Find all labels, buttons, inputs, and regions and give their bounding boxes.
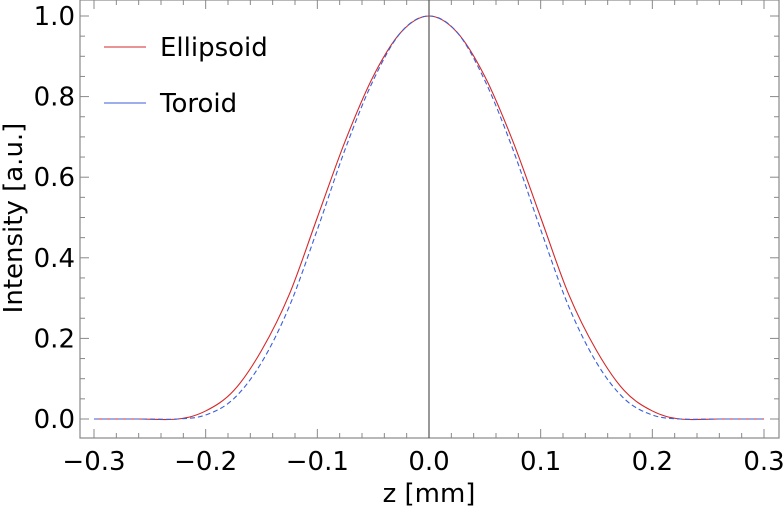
y-tick-label: 0.2: [34, 324, 75, 354]
y-tick-label: 0.8: [34, 83, 75, 113]
x-tick-labels: −0.3 −0.2 −0.1 0.0 0.1 0.2 0.3: [62, 447, 784, 477]
x-tick-label: 0.3: [743, 447, 784, 477]
y-tick-label: 0.6: [34, 163, 75, 193]
x-tick-label: −0.2: [174, 447, 237, 477]
y-tick-label: 0.0: [34, 405, 75, 435]
y-axis-label: Intensity [a.u.]: [0, 123, 29, 314]
x-axis-label: z [mm]: [383, 479, 476, 509]
series-line-toroid: [94, 15, 764, 420]
x-tick-label: 0.2: [632, 447, 673, 477]
legend-label-ellipsoid: Ellipsoid: [160, 33, 268, 63]
legend-label-toroid: Toroid: [159, 89, 237, 119]
x-tick-label: −0.1: [286, 447, 349, 477]
y-tick-labels: 0.0 0.2 0.4 0.6 0.8 1.0: [34, 2, 75, 435]
series-line-ellipsoid: [94, 15, 764, 421]
tick-marks: [80, 0, 779, 438]
series-layer: [94, 15, 764, 421]
y-tick-label: 1.0: [34, 2, 75, 32]
x-tick-label: 0.0: [408, 447, 449, 477]
y-tick-label: 0.4: [34, 244, 75, 274]
x-tick-label: 0.1: [520, 447, 561, 477]
x-tick-label: −0.3: [62, 447, 125, 477]
legend: Ellipsoid Toroid: [104, 33, 268, 119]
